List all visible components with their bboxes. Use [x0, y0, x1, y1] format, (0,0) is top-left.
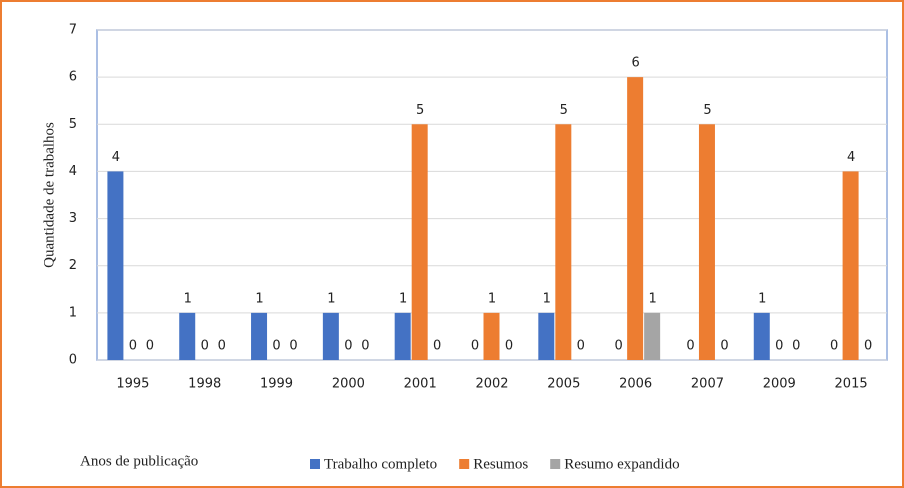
legend-label: Trabalho completo — [324, 456, 437, 472]
data-label: 0 — [864, 339, 872, 354]
y-tick-label: 1 — [69, 305, 77, 320]
data-label: 0 — [146, 339, 154, 354]
x-tick-label: 2009 — [763, 377, 796, 392]
data-label: 0 — [129, 339, 137, 354]
bar — [394, 312, 411, 360]
y-tick-label: 4 — [69, 164, 77, 179]
bar — [411, 124, 428, 361]
legend-swatch — [459, 459, 470, 469]
bar — [538, 312, 555, 360]
x-tick-label: 2001 — [404, 377, 437, 392]
data-label: 6 — [631, 56, 639, 71]
bar — [644, 312, 661, 360]
x-axis-title: Anos de publicação — [80, 453, 198, 469]
data-label: 1 — [399, 291, 407, 306]
data-label: 0 — [830, 339, 838, 354]
data-label: 5 — [703, 103, 711, 118]
bar — [179, 312, 196, 360]
y-tick-label: 0 — [69, 353, 77, 368]
y-tick-label: 7 — [69, 23, 77, 38]
x-tick-label: 2005 — [547, 377, 580, 392]
data-label: 0 — [344, 339, 352, 354]
data-label: 0 — [686, 339, 694, 354]
bar — [555, 124, 572, 361]
data-label: 0 — [433, 339, 441, 354]
x-tick-label: 1995 — [116, 377, 149, 392]
data-label: 5 — [416, 103, 424, 118]
data-label: 1 — [648, 291, 656, 306]
bar — [107, 171, 124, 360]
data-label: 4 — [112, 150, 120, 165]
data-label: 0 — [614, 339, 622, 354]
data-label: 0 — [720, 339, 728, 354]
data-label: 0 — [361, 339, 369, 354]
legend-swatch — [310, 459, 320, 469]
x-tick-label: 2007 — [691, 377, 724, 392]
data-label: 5 — [560, 103, 568, 118]
data-label: 1 — [758, 291, 766, 306]
data-label: 1 — [327, 291, 335, 306]
x-tick-label: 1998 — [188, 377, 221, 392]
bar — [842, 171, 859, 360]
data-label: 1 — [255, 291, 263, 306]
x-tick-label: 1999 — [260, 377, 293, 392]
legend-label: Resumo expandido — [564, 456, 679, 472]
data-label: 1 — [184, 291, 192, 306]
data-label: 4 — [847, 150, 855, 165]
data-label: 1 — [543, 291, 551, 306]
data-label: 0 — [272, 339, 280, 354]
bar — [322, 312, 339, 360]
data-label: 1 — [488, 291, 496, 306]
x-tick-label: 2000 — [332, 377, 365, 392]
bar — [627, 77, 644, 361]
y-axis-title: Quantidade de trabalhos — [41, 122, 57, 268]
data-label: 0 — [471, 339, 479, 354]
bar — [753, 312, 770, 360]
x-tick-label: 2006 — [619, 377, 652, 392]
data-label: 0 — [505, 339, 513, 354]
bar — [698, 124, 715, 361]
y-tick-label: 5 — [69, 117, 77, 132]
bar — [251, 312, 268, 360]
legend-swatch — [550, 459, 561, 469]
data-label: 0 — [218, 339, 226, 354]
data-label: 0 — [289, 339, 297, 354]
data-label: 0 — [201, 339, 209, 354]
data-label: 0 — [792, 339, 800, 354]
legend-label: Resumos — [473, 456, 528, 472]
data-label: 0 — [577, 339, 585, 354]
bar — [483, 312, 500, 360]
data-label: 0 — [775, 339, 783, 354]
x-tick-label: 2002 — [475, 377, 508, 392]
y-tick-label: 2 — [69, 258, 77, 273]
x-tick-label: 2015 — [835, 377, 868, 392]
y-tick-label: 6 — [69, 70, 77, 85]
y-tick-label: 3 — [69, 211, 77, 226]
